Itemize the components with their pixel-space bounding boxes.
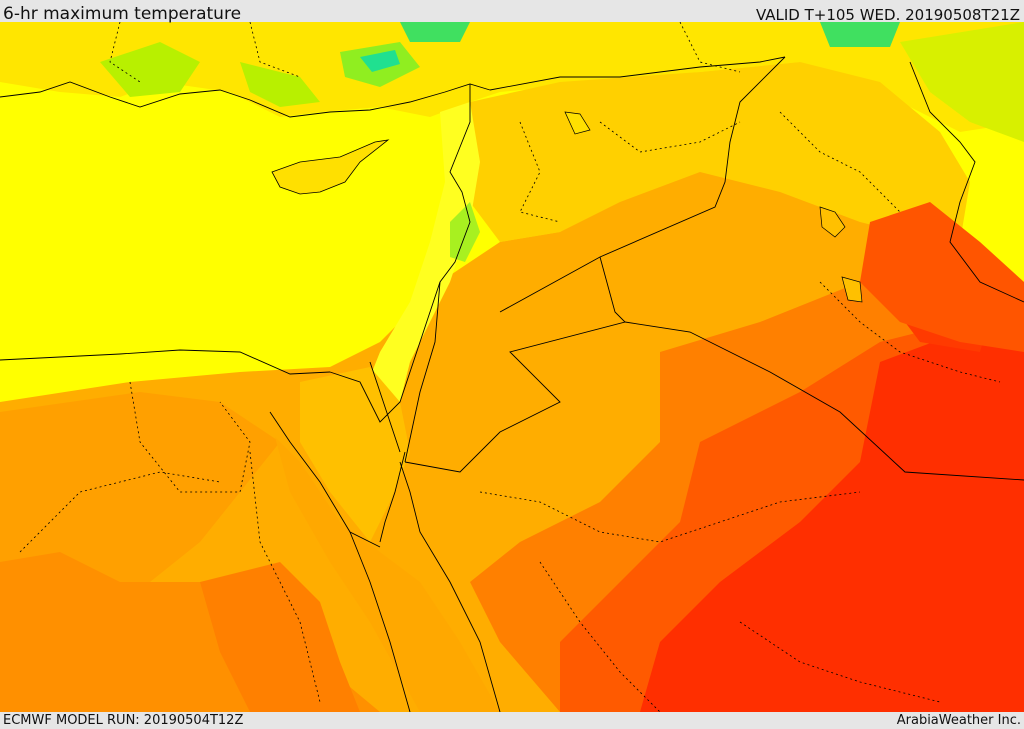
footer-bar: ECMWF MODEL RUN: 20190504T12Z ArabiaWeat… (0, 712, 1024, 729)
turkey-green-5 (820, 22, 900, 47)
egypt-south-orange (200, 562, 360, 712)
cyprus (271, 139, 390, 195)
levant-yellow (360, 102, 480, 422)
model-run-label: ECMWF MODEL RUN: 20190504T12Z (3, 713, 244, 728)
map-svg (0, 22, 1024, 712)
red-core (640, 332, 1024, 712)
turkey-band (0, 22, 1024, 132)
borders (0, 56, 1024, 712)
iraq-east-red (860, 202, 1024, 352)
province-borders (19, 22, 1001, 712)
syria-light-orange (460, 62, 970, 262)
header-bar: 6-hr maximum temperature VALID T+105 WED… (0, 0, 1024, 24)
turkey-green-1 (100, 42, 200, 97)
lake-2 (841, 276, 863, 303)
turkey-green-2 (240, 62, 320, 107)
sinai-light (300, 367, 410, 542)
red-sea (275, 437, 500, 712)
temperature-map (0, 22, 1024, 712)
egypt-orange (0, 392, 280, 592)
credit-label: ArabiaWeather Inc. (896, 713, 1021, 728)
lake-1 (819, 206, 846, 238)
lebanon-green (450, 202, 480, 262)
turkey-green-4 (400, 22, 470, 42)
valid-time: VALID T+105 WED. 20190508T21Z (755, 6, 1020, 24)
map-title: 6-hr maximum temperature (3, 4, 242, 24)
lake-3 (564, 111, 591, 135)
east-green (900, 22, 1024, 142)
turkey-cyan-1 (360, 50, 400, 72)
